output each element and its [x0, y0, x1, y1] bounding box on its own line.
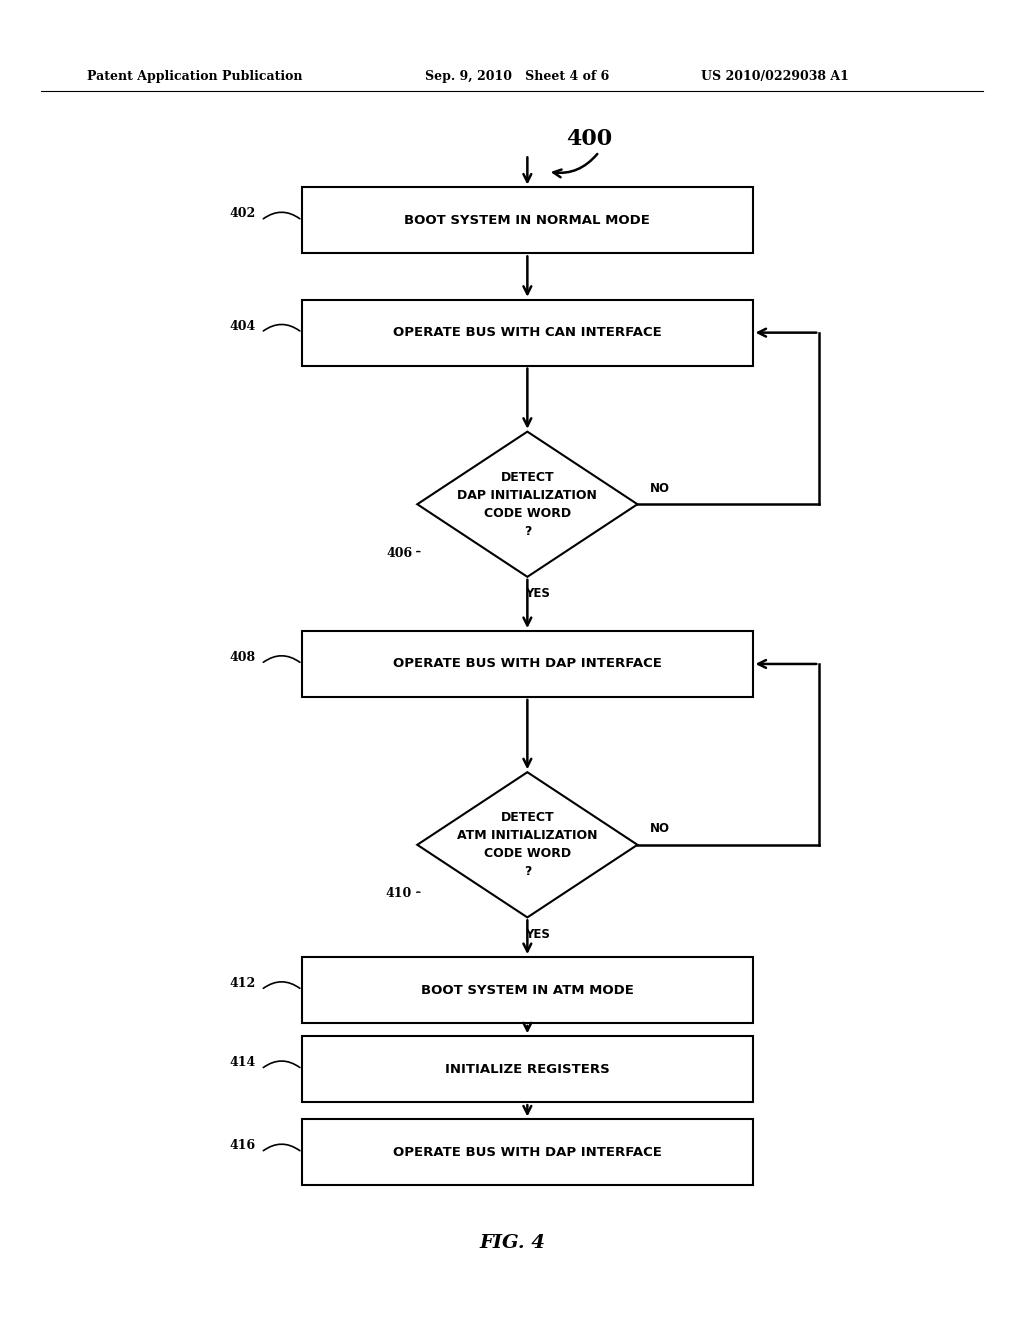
FancyBboxPatch shape: [302, 631, 753, 697]
Text: Sep. 9, 2010   Sheet 4 of 6: Sep. 9, 2010 Sheet 4 of 6: [425, 70, 609, 83]
FancyBboxPatch shape: [302, 300, 753, 366]
Text: INITIALIZE REGISTERS: INITIALIZE REGISTERS: [445, 1063, 609, 1076]
Text: OPERATE BUS WITH DAP INTERFACE: OPERATE BUS WITH DAP INTERFACE: [393, 1146, 662, 1159]
Text: 404: 404: [229, 319, 256, 333]
Text: BOOT SYSTEM IN ATM MODE: BOOT SYSTEM IN ATM MODE: [421, 983, 634, 997]
Text: Patent Application Publication: Patent Application Publication: [87, 70, 302, 83]
Text: DETECT
DAP INITIALIZATION
CODE WORD
?: DETECT DAP INITIALIZATION CODE WORD ?: [458, 471, 597, 537]
Text: 408: 408: [229, 651, 256, 664]
Text: 406: 406: [386, 546, 412, 560]
Text: OPERATE BUS WITH CAN INTERFACE: OPERATE BUS WITH CAN INTERFACE: [393, 326, 662, 339]
Text: YES: YES: [525, 587, 550, 601]
Text: 410: 410: [386, 887, 412, 900]
Text: FIG. 4: FIG. 4: [479, 1234, 545, 1253]
Text: 402: 402: [229, 207, 256, 220]
Text: OPERATE BUS WITH DAP INTERFACE: OPERATE BUS WITH DAP INTERFACE: [393, 657, 662, 671]
Polygon shape: [418, 432, 637, 577]
Text: BOOT SYSTEM IN NORMAL MODE: BOOT SYSTEM IN NORMAL MODE: [404, 214, 650, 227]
Text: YES: YES: [525, 928, 550, 941]
Text: 416: 416: [229, 1139, 256, 1152]
FancyBboxPatch shape: [302, 1119, 753, 1185]
Text: DETECT
ATM INITIALIZATION
CODE WORD
?: DETECT ATM INITIALIZATION CODE WORD ?: [457, 812, 598, 878]
FancyBboxPatch shape: [302, 187, 753, 253]
Text: 414: 414: [229, 1056, 256, 1069]
Polygon shape: [418, 772, 637, 917]
Text: NO: NO: [650, 822, 670, 836]
FancyBboxPatch shape: [302, 1036, 753, 1102]
Text: 412: 412: [229, 977, 256, 990]
Text: US 2010/0229038 A1: US 2010/0229038 A1: [701, 70, 849, 83]
Text: NO: NO: [650, 482, 670, 495]
FancyBboxPatch shape: [302, 957, 753, 1023]
Text: 400: 400: [565, 128, 612, 149]
